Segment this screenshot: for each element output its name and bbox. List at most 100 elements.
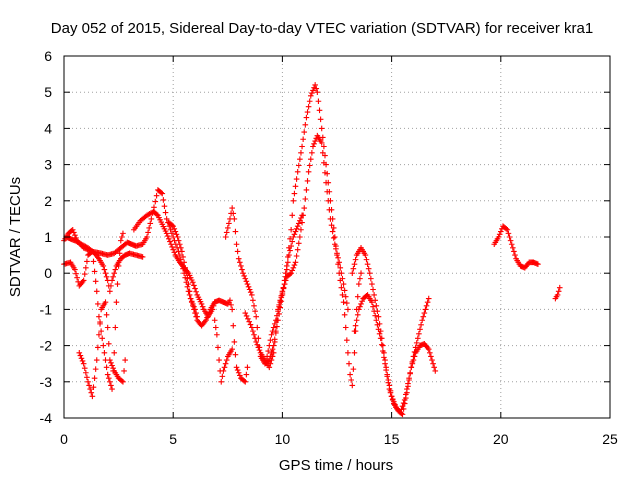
data-point bbox=[108, 359, 114, 366]
data-point bbox=[215, 344, 221, 351]
data-point bbox=[330, 235, 337, 241]
data-point bbox=[512, 252, 518, 258]
data-point bbox=[298, 226, 304, 233]
data-point bbox=[119, 234, 125, 240]
data-point bbox=[251, 331, 257, 338]
data-point bbox=[81, 271, 88, 277]
data-point bbox=[107, 379, 113, 385]
data-point bbox=[256, 347, 263, 353]
data-point bbox=[228, 302, 234, 308]
data-point bbox=[293, 226, 300, 232]
data-point bbox=[78, 355, 85, 362]
data-point bbox=[79, 358, 86, 364]
data-point bbox=[175, 237, 182, 244]
y-tick-label: 6 bbox=[44, 48, 52, 64]
data-point bbox=[423, 302, 430, 309]
data-point bbox=[83, 369, 89, 376]
data-point bbox=[370, 286, 376, 293]
data-point bbox=[404, 389, 410, 396]
data-point bbox=[378, 341, 385, 348]
data-point bbox=[291, 262, 298, 268]
y-tick-label: -3 bbox=[40, 374, 53, 390]
data-point bbox=[351, 261, 358, 267]
data-point bbox=[270, 324, 277, 331]
data-point bbox=[147, 220, 154, 227]
data-point bbox=[504, 226, 511, 233]
data-point bbox=[556, 284, 563, 291]
data-point bbox=[241, 378, 247, 384]
data-point bbox=[354, 293, 361, 300]
data-point bbox=[345, 306, 351, 313]
data-point bbox=[71, 229, 77, 236]
data-point bbox=[339, 275, 346, 282]
data-point bbox=[297, 234, 303, 240]
data-point bbox=[290, 264, 297, 271]
data-point bbox=[273, 317, 279, 324]
data-point bbox=[169, 244, 175, 250]
data-point bbox=[167, 226, 174, 233]
data-series bbox=[166, 219, 201, 320]
data-point bbox=[114, 281, 121, 287]
data-point bbox=[97, 319, 103, 325]
data-point bbox=[350, 265, 357, 272]
data-point bbox=[340, 299, 347, 305]
data-point bbox=[507, 237, 514, 244]
data-point bbox=[108, 283, 114, 289]
data-point bbox=[305, 169, 312, 175]
data-point bbox=[105, 375, 112, 381]
data-point bbox=[314, 89, 321, 95]
data-point bbox=[498, 228, 504, 235]
data-point bbox=[110, 274, 116, 280]
data-point bbox=[144, 234, 150, 240]
data-point bbox=[376, 331, 383, 337]
x-tick-label: 15 bbox=[384, 431, 400, 447]
data-point bbox=[399, 411, 406, 418]
data-point bbox=[270, 350, 277, 356]
data-point bbox=[350, 366, 357, 372]
data-point bbox=[321, 159, 327, 166]
data-point bbox=[112, 266, 119, 273]
data-point bbox=[152, 198, 159, 205]
data-point bbox=[377, 335, 384, 342]
data-point bbox=[286, 252, 292, 258]
x-tick-label: 10 bbox=[275, 431, 291, 447]
data-point bbox=[103, 312, 110, 318]
data-point bbox=[98, 328, 104, 334]
y-tick-label: 3 bbox=[44, 157, 52, 173]
data-point bbox=[244, 364, 251, 371]
data-point bbox=[80, 360, 87, 367]
data-point bbox=[219, 373, 226, 380]
data-point bbox=[285, 259, 291, 266]
data-point bbox=[145, 229, 151, 236]
y-tick-label: 0 bbox=[44, 265, 52, 281]
data-point bbox=[183, 270, 190, 276]
data-point bbox=[169, 222, 175, 229]
data-point bbox=[339, 292, 346, 298]
data-point bbox=[109, 386, 115, 392]
data-point bbox=[218, 379, 225, 385]
data-point bbox=[163, 230, 170, 237]
data-point bbox=[408, 364, 415, 371]
data-point bbox=[430, 360, 436, 367]
data-point bbox=[375, 326, 382, 333]
data-point bbox=[69, 226, 76, 233]
data-point bbox=[417, 326, 423, 333]
data-point bbox=[325, 198, 332, 204]
data-point bbox=[154, 211, 160, 218]
data-point bbox=[354, 312, 361, 318]
data-point bbox=[117, 237, 124, 244]
data-point bbox=[292, 228, 299, 235]
data-point bbox=[166, 236, 172, 242]
data-point bbox=[344, 300, 350, 306]
data-point bbox=[388, 393, 395, 400]
data-point bbox=[193, 288, 199, 295]
data-point bbox=[104, 324, 111, 331]
data-point bbox=[293, 253, 300, 259]
data-point bbox=[174, 234, 181, 240]
data-point bbox=[188, 298, 195, 305]
data-point bbox=[345, 350, 351, 356]
data-point bbox=[305, 103, 312, 110]
data-point bbox=[107, 288, 113, 295]
data-point bbox=[298, 215, 304, 221]
